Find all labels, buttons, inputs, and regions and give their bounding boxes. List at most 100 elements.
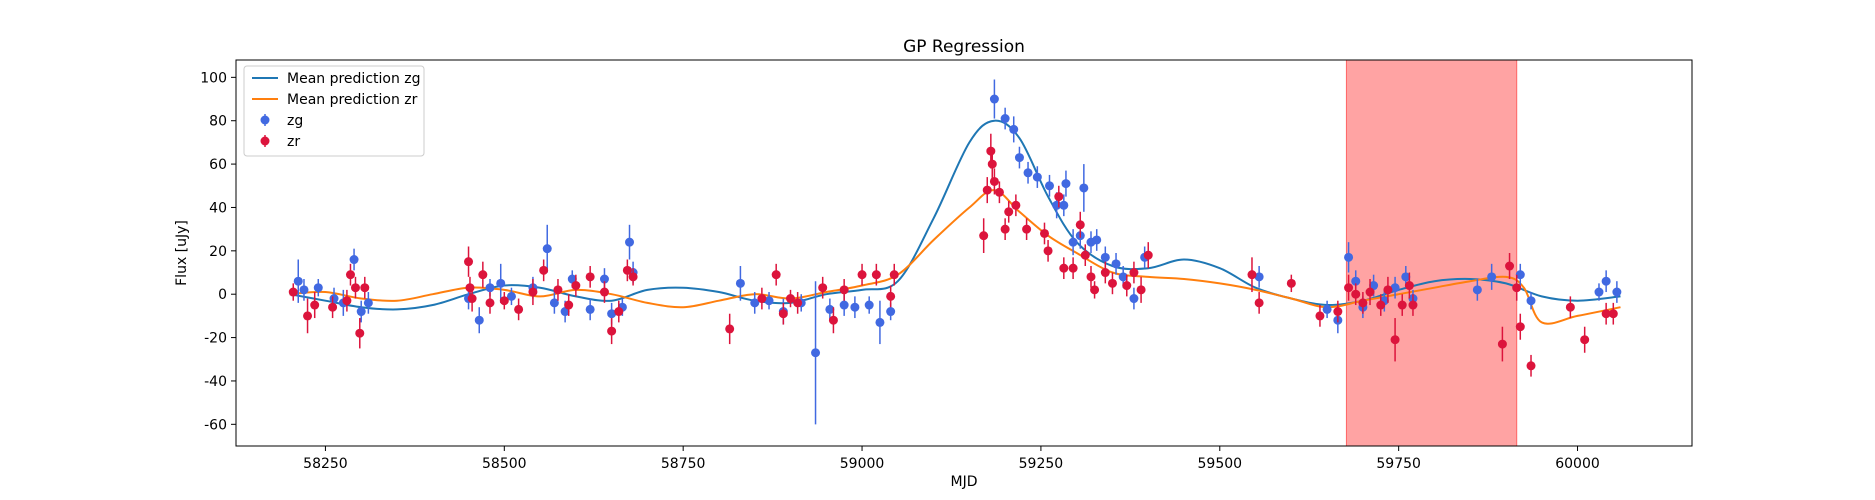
data-point-zr	[467, 285, 477, 312]
point-marker	[485, 283, 495, 293]
data-point-zr	[1247, 257, 1257, 293]
data-point-zg	[1254, 266, 1264, 288]
data-point-zr	[818, 276, 828, 299]
point-marker	[607, 326, 617, 336]
point-marker	[778, 309, 788, 319]
data-point-zg	[1000, 107, 1010, 130]
data-point-zr	[350, 276, 360, 299]
data-point-zr	[599, 281, 609, 303]
x-tick-label: 59500	[1198, 456, 1243, 472]
y-tick-label: -20	[204, 331, 227, 347]
point-marker	[329, 294, 339, 304]
point-marker	[571, 281, 581, 291]
point-marker	[864, 300, 874, 310]
point-marker	[1487, 272, 1497, 282]
point-marker	[474, 315, 484, 325]
data-point-zg	[750, 292, 760, 314]
point-marker	[622, 265, 632, 275]
point-marker	[1390, 335, 1400, 345]
data-point-zr	[1100, 261, 1110, 284]
point-marker	[564, 300, 574, 310]
point-marker	[1129, 268, 1139, 278]
data-point-zg	[864, 296, 874, 314]
data-point-zr	[1397, 294, 1407, 316]
data-point-zr	[1075, 211, 1085, 238]
data-point-zg	[989, 79, 999, 119]
data-point-zr	[571, 274, 581, 297]
point-marker	[1515, 270, 1525, 280]
point-marker	[1100, 252, 1110, 262]
data-point-zg	[1515, 263, 1525, 286]
point-marker	[725, 324, 735, 334]
point-marker	[1111, 259, 1121, 269]
point-marker	[1043, 246, 1053, 256]
point-marker	[818, 283, 828, 293]
x-tick-label: 60000	[1555, 456, 1600, 472]
shaded-region	[1345, 59, 1518, 447]
point-marker	[585, 272, 595, 282]
point-marker	[542, 244, 552, 254]
data-point-zr	[514, 298, 524, 321]
data-point-zr	[1608, 302, 1618, 325]
point-marker	[1365, 287, 1375, 297]
point-marker	[1315, 311, 1325, 321]
point-marker	[614, 307, 624, 317]
point-marker	[986, 146, 996, 156]
point-marker	[345, 270, 355, 280]
point-marker	[1143, 250, 1153, 260]
data-point-zg	[363, 292, 373, 314]
point-marker	[1608, 309, 1618, 319]
data-point-zg	[1487, 263, 1497, 290]
data-point-zr	[1000, 218, 1010, 240]
point-marker	[1022, 224, 1032, 234]
data-point-zr	[886, 285, 896, 308]
data-point-zr	[288, 283, 298, 301]
data-point-zg	[811, 281, 821, 425]
data-point-zr	[857, 263, 867, 286]
y-tick-label: 20	[209, 244, 227, 260]
data-point-zg	[1322, 300, 1332, 319]
point-marker	[1107, 278, 1117, 288]
data-point-zg	[356, 300, 366, 323]
data-point-zr	[1068, 257, 1078, 280]
point-marker	[1086, 272, 1096, 282]
point-marker	[599, 274, 609, 284]
point-marker	[839, 300, 849, 310]
point-marker	[303, 311, 313, 321]
point-marker	[857, 270, 867, 280]
point-marker	[539, 265, 549, 275]
point-marker	[465, 283, 475, 293]
data-point-zg	[1092, 229, 1102, 251]
point-marker	[1059, 200, 1069, 210]
point-marker	[506, 291, 516, 301]
point-marker	[1009, 124, 1019, 134]
data-point-zr	[778, 302, 788, 325]
legend-label-mean-zr: Mean prediction zr	[287, 92, 418, 108]
point-marker	[299, 285, 309, 295]
data-point-zg	[1111, 253, 1121, 275]
x-tick-label: 58750	[661, 456, 706, 472]
point-marker	[1254, 298, 1264, 308]
data-point-zr	[1254, 292, 1264, 314]
data-point-zr	[1086, 266, 1096, 288]
legend-marker-zg	[260, 115, 270, 125]
data-point-zr	[1286, 274, 1296, 293]
point-marker	[1358, 298, 1368, 308]
point-marker	[1526, 296, 1536, 306]
point-marker	[1254, 272, 1264, 282]
data-point-zr	[994, 181, 1004, 204]
point-marker	[850, 302, 860, 312]
point-marker	[1472, 285, 1482, 295]
data-point-zr	[889, 263, 899, 286]
point-marker	[1351, 276, 1361, 286]
point-marker	[313, 283, 323, 293]
point-marker	[1526, 361, 1536, 371]
point-marker	[1390, 283, 1400, 293]
point-marker	[1032, 172, 1042, 182]
data-point-zr	[1059, 257, 1069, 280]
data-point-zr	[1107, 272, 1117, 295]
point-marker	[1136, 285, 1146, 295]
x-tick-label: 59000	[840, 456, 885, 472]
point-marker	[771, 270, 781, 280]
